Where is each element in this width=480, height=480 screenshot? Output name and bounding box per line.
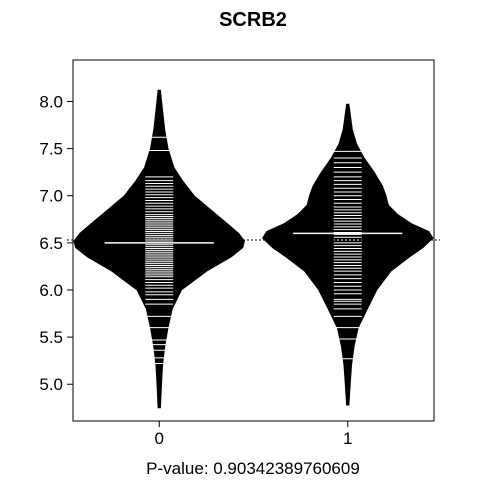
y-tick-label: 6.0 <box>39 281 63 300</box>
x-axis-label: P-value: 0.90342389760609 <box>146 459 360 478</box>
plot-frame <box>72 59 435 422</box>
chart-title: SCRB2 <box>219 9 287 31</box>
y-axis: 5.0 5.5 6.0 6.5 7.0 7.5 8.0 <box>39 92 73 394</box>
y-tick-label: 6.5 <box>39 234 63 253</box>
y-tick-label: 7.0 <box>39 187 63 206</box>
x-tick-label: 1 <box>343 429 352 448</box>
y-tick-label: 5.5 <box>39 328 63 347</box>
y-tick-label: 7.5 <box>39 140 63 159</box>
x-tick-label: 0 <box>155 429 164 448</box>
beans-layer <box>73 89 434 409</box>
y-tick-label: 8.0 <box>39 92 63 111</box>
y-tick-label: 5.0 <box>39 375 63 394</box>
